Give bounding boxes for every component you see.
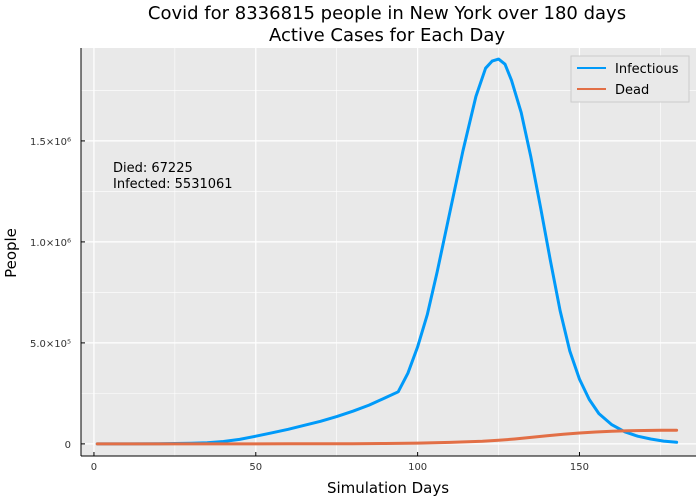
x-tick-label: 50 [249, 462, 262, 473]
chart-title: Covid for 8336815 people in New York ove… [148, 3, 626, 24]
legend: Infectious Dead [570, 55, 690, 103]
series-line-infectious [95, 57, 679, 446]
y-axis-label: People [2, 228, 20, 278]
series-line-dead [95, 428, 679, 446]
annotation-infected: Infected: 5531061 [113, 177, 233, 192]
x-tick-label: 0 [91, 462, 97, 473]
y-tick-label: 0 [65, 440, 71, 451]
legend-label-dead: Dead [615, 83, 649, 98]
series-layer [95, 57, 679, 446]
y-tick-label: 5.0×10⁵ [30, 339, 71, 350]
legend-box [570, 55, 690, 103]
axes [80, 48, 696, 457]
chart-subtitle: Active Cases for Each Day [269, 25, 505, 46]
plot-area [81, 48, 696, 456]
y-tick-label: 1.5×10⁶ [30, 137, 71, 148]
x-tick-label: 150 [570, 462, 589, 473]
x-axis-label: Simulation Days [327, 479, 449, 497]
y-tick-label: 1.0×10⁶ [30, 238, 71, 249]
annotation-died: Died: 67225 [113, 161, 193, 176]
x-tick-label: 100 [408, 462, 427, 473]
legend-label-infectious: Infectious [615, 62, 679, 77]
tick-labels: 0 50 100 150 0 5.0×10⁵ 1.0×10⁶ 1.5×10⁶ [30, 137, 589, 473]
